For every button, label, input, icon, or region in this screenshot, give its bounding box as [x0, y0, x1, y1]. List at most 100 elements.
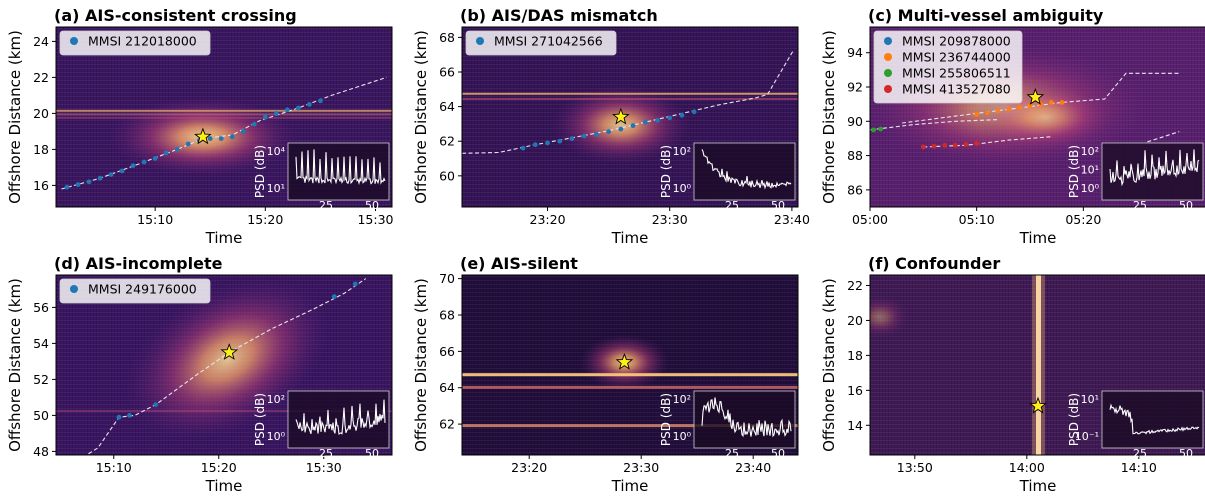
- ais-point: [86, 179, 92, 185]
- ais-track-line: [1147, 131, 1180, 143]
- y-tick-label: 88: [847, 148, 863, 163]
- ais-point: [185, 141, 191, 147]
- ais-track-line: [870, 119, 999, 131]
- ais-point: [218, 136, 224, 142]
- inset-y-label: PSD (dB): [253, 145, 267, 198]
- x-axis-label: Time: [205, 229, 243, 247]
- y-tick-label: 68: [439, 308, 455, 323]
- x-tick-label: 23:30: [623, 460, 659, 475]
- event-star-marker: [194, 127, 212, 145]
- axes-frame: [461, 274, 799, 456]
- y-tick-label: 66: [439, 65, 455, 80]
- ais-point: [1059, 100, 1065, 105]
- y-tick-label: 22: [847, 278, 863, 293]
- ais-point: [207, 136, 213, 142]
- heatmap-b: [462, 27, 798, 207]
- ais-point: [1048, 100, 1054, 105]
- y-tick-label: 56: [33, 300, 49, 315]
- y-tick-label: 92: [847, 80, 863, 95]
- ais-point: [942, 142, 948, 148]
- ais-point: [306, 102, 312, 107]
- y-tick-label: 16: [33, 178, 49, 193]
- y-axis-label: Offshore Distance (km): [6, 278, 24, 452]
- legend-entry: MMSI 212018000: [88, 34, 197, 49]
- axes-frame: [55, 274, 393, 456]
- y-tick-label: 64: [439, 380, 455, 395]
- inset-x-tick-label: 50: [771, 199, 785, 212]
- heatmap-a: [56, 27, 392, 207]
- y-tick-label: 20: [847, 313, 863, 328]
- inset-y-tick-label: 10²: [673, 393, 691, 406]
- ais-point: [116, 414, 122, 420]
- inset-y-label: PSD (dB): [253, 393, 267, 446]
- ais-point: [581, 133, 587, 139]
- inset-y-tick-label: 10⁰: [1081, 182, 1100, 195]
- psd-inset: 10⁰ 10² 25 50 PSD (dB): [659, 142, 796, 212]
- inset-y-label: PSD (dB): [1067, 145, 1081, 198]
- ais-point: [1016, 105, 1022, 110]
- x-tick-label: 05:10: [959, 212, 995, 227]
- y-axis-label: Offshore Distance (km): [6, 30, 24, 204]
- ais-point: [152, 156, 158, 161]
- ais-point: [229, 134, 235, 140]
- psd-inset: 10⁰ 10¹ 10² 25 50 PSD (dB): [1067, 142, 1204, 212]
- ais-point: [871, 127, 876, 133]
- ais-point: [569, 136, 575, 142]
- legend: MMSI 249176000: [59, 278, 211, 304]
- panel-b: (b) AIS/DAS mismatch Offshore Distance (k…: [412, 6, 810, 247]
- ais-point: [262, 114, 268, 120]
- psd-inset: 10⁰ 10² 25 50 PSD (dB): [253, 390, 390, 460]
- inset-x-tick-label: 50: [365, 199, 379, 212]
- inset-x-tick-label: 25: [319, 447, 333, 460]
- ais-point: [331, 294, 337, 299]
- legend-marker: [884, 53, 892, 61]
- inset-x-tick-label: 25: [319, 199, 333, 212]
- ais-point: [878, 126, 884, 132]
- ais-point: [691, 109, 697, 115]
- ais-point: [1027, 103, 1033, 109]
- y-tick-label: 60: [439, 168, 455, 183]
- x-tick-label: 23:30: [652, 212, 688, 227]
- y-tick-label: 64: [439, 99, 455, 114]
- psd-inset: 10⁻¹ 10¹ 25 50 PSD (dB): [1067, 390, 1204, 460]
- ais-point: [174, 147, 180, 152]
- inset-x-tick-label: 25: [1133, 447, 1147, 460]
- inset-x-tick-label: 25: [725, 199, 739, 212]
- legend-entry: MMSI 255806511: [902, 66, 1011, 81]
- panel-title: (b) AIS/DAS mismatch: [460, 6, 658, 25]
- x-tick-label: 05:00: [852, 212, 888, 227]
- y-tick-label: 24: [33, 34, 49, 49]
- psd-curve: [295, 399, 386, 435]
- ais-point: [141, 159, 147, 165]
- psd-curve: [1109, 403, 1200, 435]
- panel-title: (a) AIS-consistent crossing: [54, 6, 297, 25]
- ais-point: [295, 105, 301, 111]
- panel-title: (c) Multi-vessel ambiguity: [868, 6, 1104, 25]
- y-axis-label: Offshore Distance (km): [412, 30, 430, 204]
- event-star-marker: [615, 353, 634, 370]
- x-tick-label: 23:40: [735, 460, 771, 475]
- legend-marker: [70, 285, 78, 293]
- y-axis-label: Offshore Distance (km): [412, 278, 430, 452]
- ais-track-line: [85, 278, 367, 455]
- ais-point: [974, 141, 980, 146]
- y-tick-label: 86: [847, 182, 863, 197]
- ais-point: [545, 140, 550, 146]
- x-tick-label: 23:20: [511, 460, 547, 475]
- ais-point: [251, 121, 257, 127]
- ais-point: [532, 142, 538, 148]
- ais-point: [920, 144, 926, 150]
- ais-point: [679, 112, 685, 118]
- y-tick-label: 62: [439, 134, 455, 149]
- legend-marker: [476, 37, 484, 45]
- legend-entry: MMSI 271042566: [494, 34, 603, 49]
- ais-point: [655, 118, 660, 123]
- ais-point: [520, 145, 526, 151]
- event-star-marker: [220, 343, 239, 360]
- panel-d: (d) AIS-incomplete Offshore Distance (km)…: [6, 254, 393, 495]
- legend-marker: [884, 37, 892, 45]
- ais-point: [630, 123, 636, 129]
- ais-point: [64, 184, 70, 190]
- x-tick-label: 14:00: [1009, 460, 1045, 475]
